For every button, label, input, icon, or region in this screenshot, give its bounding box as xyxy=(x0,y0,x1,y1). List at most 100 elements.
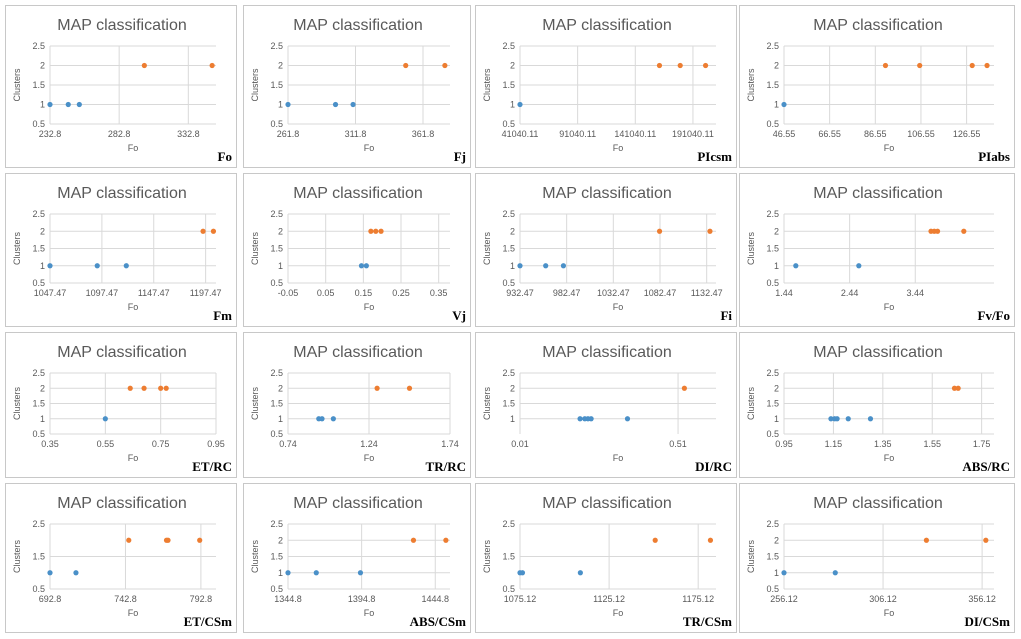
point-cluster-1 xyxy=(332,101,339,108)
x-tick-label: 1.15 xyxy=(825,439,843,449)
point-cluster-1 xyxy=(517,263,523,269)
y-axis-label: Clusters xyxy=(250,232,260,266)
chart-title: MAP classification xyxy=(542,344,672,361)
y-tick-label: 1 xyxy=(278,261,283,271)
point-cluster-2 xyxy=(652,537,658,543)
y-tick-label: 1 xyxy=(774,568,779,578)
x-tick-label: 0.35 xyxy=(430,288,448,298)
scatter-chart: MAP classification 0.5 1 1.5 2 2.5 0.95 1.15 1.3… xyxy=(746,344,1010,474)
point-cluster-1 xyxy=(358,263,365,269)
point-cluster-1 xyxy=(781,570,787,576)
x-tick-label: 66.55 xyxy=(818,129,841,139)
chart-panel-10: MAP classification 0.5 1 1.5 2 2.5 0.74 1.24 1.7… xyxy=(243,332,471,478)
point-cluster-1 xyxy=(856,263,862,269)
y-tick-label: 0.5 xyxy=(502,584,515,594)
y-axis-label: Clusters xyxy=(482,232,492,266)
x-tick-label: 86.55 xyxy=(864,129,887,139)
x-tick-label: 261.8 xyxy=(277,129,300,139)
x-tick-label: 1.35 xyxy=(874,439,892,449)
point-cluster-1 xyxy=(793,263,799,269)
point-cluster-2 xyxy=(656,62,663,69)
point-cluster-1 xyxy=(76,101,82,108)
chart-title: MAP classification xyxy=(57,185,187,202)
point-cluster-1 xyxy=(123,263,129,269)
point-cluster-1 xyxy=(102,416,108,422)
y-axis-label: Clusters xyxy=(250,68,260,102)
y-tick-label: 1 xyxy=(40,414,45,424)
y-tick-label: 2.5 xyxy=(32,209,45,219)
chart-panel-3: MAP classification 0.5 1 1.5 2 2.5 41040.11 910… xyxy=(475,5,737,168)
x-axis-label: Fo xyxy=(128,143,139,153)
point-cluster-2 xyxy=(681,385,687,391)
y-tick-label: 1.5 xyxy=(270,399,283,409)
x-tick-label: 1197.47 xyxy=(190,288,222,298)
point-cluster-2 xyxy=(141,385,147,391)
x-tick-label: 356.12 xyxy=(968,594,996,604)
x-axis-label: Fo xyxy=(128,608,139,618)
point-cluster-1 xyxy=(350,101,356,108)
point-cluster-1 xyxy=(543,263,549,269)
x-tick-label: 1097.47 xyxy=(86,288,119,298)
x-tick-label: 256.12 xyxy=(770,594,798,604)
chart-panel-15: MAP classification 0.5 1.5 2.5 1075.12 1125.1… xyxy=(475,483,737,633)
x-tick-label: 1075.12 xyxy=(504,594,537,604)
x-tick-label: 1444.8 xyxy=(422,594,450,604)
chart-panel-7: MAP classification 0.5 1 1.5 2 2.5 932.47 982.4… xyxy=(475,173,737,327)
x-tick-label: 1.44 xyxy=(775,288,793,298)
point-cluster-1 xyxy=(330,416,336,422)
chart-panel-12: MAP classification 0.5 1 1.5 2 2.5 0.95 1.15 1.3… xyxy=(739,332,1015,478)
y-tick-label: 0.5 xyxy=(502,278,515,288)
scatter-chart: MAP classification 0.5 1 1.5 2 2.5 256.12 306.1… xyxy=(746,495,1010,629)
point-cluster-1 xyxy=(577,416,583,422)
chart-title: MAP classification xyxy=(542,17,672,34)
y-tick-label: 1 xyxy=(510,261,515,271)
point-cluster-2 xyxy=(443,537,449,543)
y-tick-label: 1.5 xyxy=(270,244,283,254)
x-axis-label: Fo xyxy=(884,302,895,312)
point-cluster-1 xyxy=(94,263,100,269)
scatter-chart: MAP classification 0.5 1 1.5 2 2.5 41040.11 910… xyxy=(482,17,732,164)
panel-tag: Fj xyxy=(454,149,466,164)
x-tick-label: 792.8 xyxy=(190,594,213,604)
scatter-chart: MAP classification 0.5 1 1.5 2 2.5 46.55 66.55 8… xyxy=(746,17,1010,164)
scatter-chart: MAP classification 0.5 1 1.5 2 2.5 932.47 982.4… xyxy=(482,185,732,323)
y-tick-label: 2 xyxy=(278,535,283,545)
y-tick-label: 1.5 xyxy=(32,80,45,90)
y-tick-label: 2.5 xyxy=(502,41,515,51)
point-cluster-1 xyxy=(363,263,369,269)
x-tick-label: 0.55 xyxy=(97,439,115,449)
scatter-chart: MAP classification 1 1.5 2 2.5 0.01 0.51 Cluste… xyxy=(482,344,732,474)
point-cluster-2 xyxy=(406,385,413,391)
chart-title: MAP classification xyxy=(57,495,187,512)
point-cluster-1 xyxy=(73,570,79,576)
y-tick-label: 2 xyxy=(40,61,45,71)
y-tick-label: 2.5 xyxy=(766,519,779,529)
point-cluster-1 xyxy=(285,101,291,108)
x-tick-label: 0.95 xyxy=(775,439,793,449)
x-tick-label: 311.8 xyxy=(345,129,367,139)
y-tick-label: 1.5 xyxy=(502,552,515,562)
y-tick-label: 2 xyxy=(774,383,779,393)
y-axis-label: Clusters xyxy=(482,540,492,574)
panel-tag: TR/RC xyxy=(426,459,466,474)
panel-tag: ABS/RC xyxy=(962,459,1010,474)
x-tick-label: -0.05 xyxy=(278,288,299,298)
x-tick-label: 126.55 xyxy=(953,129,981,139)
scatter-chart: MAP classification 0.5 1 1.5 2 2.5 1047.47 1097… xyxy=(12,185,232,323)
x-tick-label: 91040.11 xyxy=(559,129,596,139)
point-cluster-2 xyxy=(707,228,713,234)
y-tick-label: 1.5 xyxy=(766,80,779,90)
x-tick-label: 2.44 xyxy=(841,288,859,298)
y-tick-label: 2 xyxy=(774,61,779,71)
chart-panel-9: MAP classification 0.5 1 1.5 2 2.5 0.35 0.55 0.7… xyxy=(5,332,237,478)
y-tick-label: 1.5 xyxy=(766,244,779,254)
y-tick-label: 1 xyxy=(278,414,283,424)
panel-tag: Vj xyxy=(452,308,466,323)
point-cluster-2 xyxy=(210,228,217,234)
y-axis-label: Clusters xyxy=(746,540,756,574)
y-tick-label: 2.5 xyxy=(32,368,45,378)
y-tick-label: 2.5 xyxy=(502,519,515,529)
point-cluster-1 xyxy=(832,570,838,576)
y-tick-label: 1.5 xyxy=(32,399,45,409)
point-cluster-1 xyxy=(47,570,53,576)
